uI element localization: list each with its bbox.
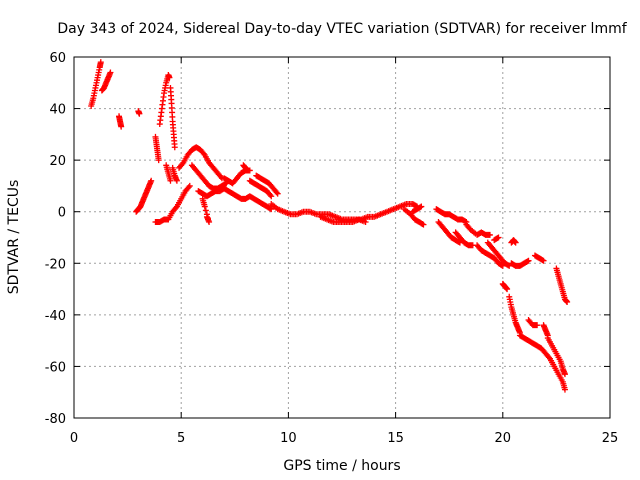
x-tick-label: 0 (70, 431, 78, 446)
data-point (118, 123, 125, 130)
data-point (202, 207, 209, 214)
y-tick-label: -40 (45, 309, 66, 324)
series-early-rise (88, 59, 143, 130)
chart-title: Day 343 of 2024, Sidereal Day-to-day VTE… (57, 21, 627, 37)
data-point (512, 239, 519, 246)
y-axis-label: SDTVAR / TECUs (6, 180, 22, 295)
data-point (136, 110, 143, 117)
grid-lines (74, 57, 610, 418)
data-point (540, 257, 547, 264)
data-point (244, 167, 251, 174)
data-point (199, 195, 206, 202)
data-point (564, 298, 571, 305)
data-point (97, 59, 104, 66)
y-tick-label: -80 (45, 412, 66, 427)
x-tick-label: 20 (495, 431, 512, 446)
series-steep-fall-21-23 (499, 252, 571, 393)
y-tick-label: 40 (49, 103, 66, 118)
series-flat-mid (268, 200, 427, 228)
data-point (172, 204, 179, 211)
data-point (362, 219, 369, 226)
series-decline-17-20 (433, 206, 519, 269)
data-point (173, 177, 180, 184)
data-point (420, 221, 427, 228)
data-point (205, 215, 211, 222)
data-point (545, 354, 552, 361)
series-low-start (133, 177, 213, 226)
data-point (171, 144, 178, 151)
plot-frame (73, 56, 611, 419)
data-point (273, 189, 280, 196)
data-points (88, 59, 571, 393)
data-point (185, 184, 192, 191)
data-point (418, 203, 425, 210)
x-tick-label: 10 (280, 431, 297, 446)
data-point (534, 322, 541, 329)
series-spike-4h (152, 72, 180, 184)
data-point (561, 386, 568, 393)
data-point (186, 182, 193, 189)
data-point (148, 177, 155, 184)
data-point (206, 219, 213, 226)
data-point (217, 173, 224, 180)
data-point (179, 161, 186, 168)
data-point (486, 231, 493, 238)
y-tick-label: 20 (49, 154, 66, 169)
y-tick-label: -60 (45, 360, 66, 375)
data-point (203, 211, 210, 218)
data-point (495, 234, 502, 241)
y-tick-label: 0 (58, 206, 66, 221)
data-point (167, 177, 174, 184)
x-tick-label: 15 (387, 431, 404, 446)
data-point (267, 191, 274, 198)
data-point (268, 193, 275, 200)
y-tick-label: -20 (45, 257, 66, 272)
data-point (155, 157, 162, 164)
y-tick-label: 60 (49, 51, 66, 66)
data-point (166, 74, 173, 81)
data-point (200, 150, 207, 157)
x-axis-label: GPS time / hours (283, 458, 400, 474)
data-point (561, 371, 568, 378)
data-point (525, 257, 532, 264)
x-tick-label: 5 (177, 431, 185, 446)
data-point (274, 190, 281, 197)
x-axis: 0 5 10 15 20 25 (70, 57, 618, 446)
y-axis: -80 -60 -40 -20 0 20 40 60 (45, 51, 610, 427)
x-tick-label: 25 (602, 431, 619, 446)
data-point (504, 286, 511, 293)
series-hump-6h (176, 144, 281, 213)
data-point (268, 206, 275, 213)
data-point (107, 69, 114, 76)
